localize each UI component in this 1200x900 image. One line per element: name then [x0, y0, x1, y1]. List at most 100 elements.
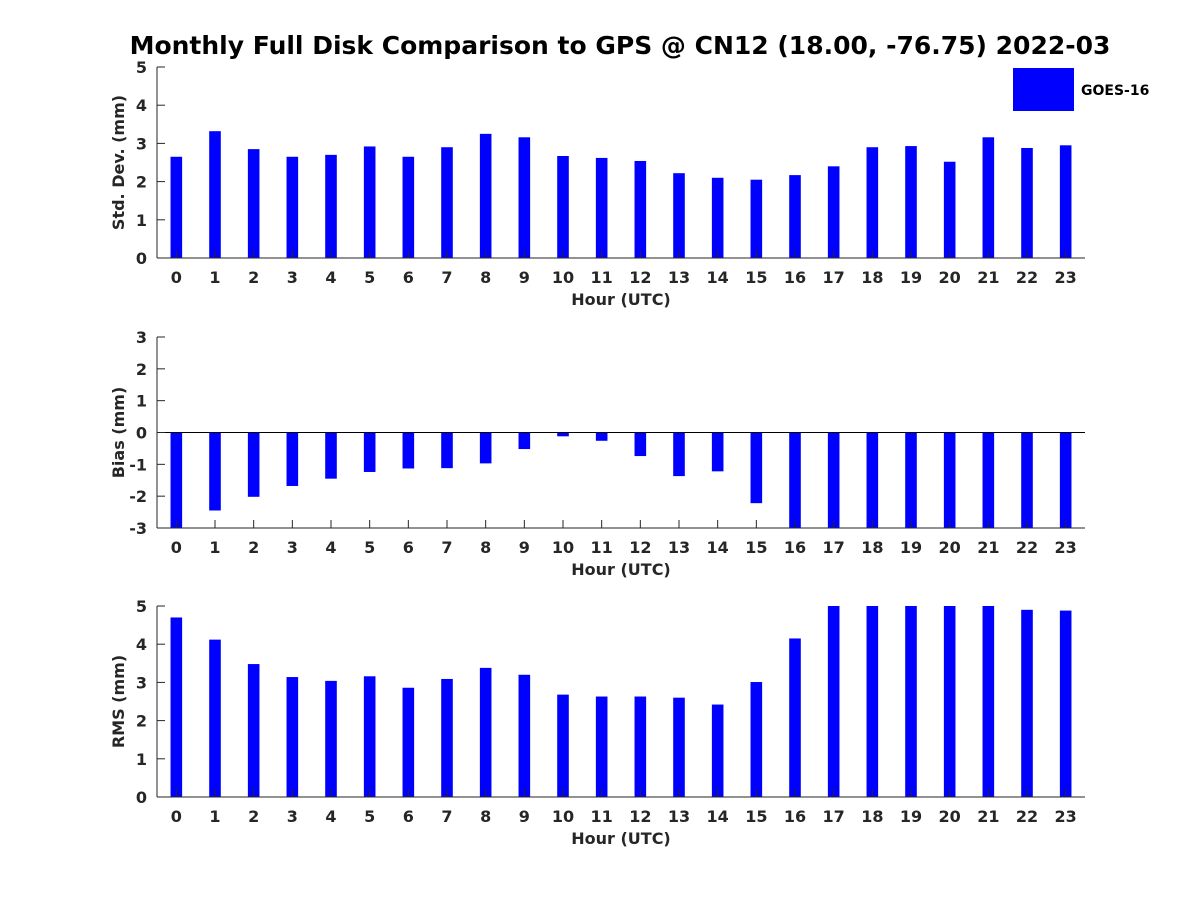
std-dev-bar-hour-22: [1021, 147, 1033, 258]
std-dev-bar-hour-21: [982, 137, 995, 258]
std-dev-bar-hour-5: [363, 146, 376, 258]
std-dev-bar-hour-20: [943, 161, 956, 258]
std-dev-x-tick-label: 19: [900, 268, 922, 287]
rms-bar-hour-5: [363, 676, 376, 797]
rms-x-tick-label: 19: [900, 807, 922, 826]
rms-x-tick-label: 6: [403, 807, 414, 826]
std-dev-bar-hour-7: [441, 147, 453, 258]
rms-y-axis-label: RMS (mm): [109, 655, 128, 748]
bias-x-tick-label: 19: [900, 538, 922, 557]
rms-x-tick-label: 23: [1055, 807, 1077, 826]
rms-x-tick-label: 15: [745, 807, 767, 826]
std-dev-x-tick-label: 10: [552, 268, 574, 287]
rms-x-tick-label: 20: [939, 807, 961, 826]
bias-bar-hour-7: [441, 432, 453, 469]
bias-bar-hour-0: [170, 432, 183, 528]
std-dev-x-tick-label: 20: [939, 268, 961, 287]
rms-bar-hour-13: [673, 697, 685, 797]
rms-x-tick-label: 13: [668, 807, 690, 826]
rms-x-tick-label: 2: [248, 807, 259, 826]
std-dev-y-tick-label: 1: [136, 211, 147, 230]
std-dev-x-tick-label: 5: [364, 268, 375, 287]
bias-bar-hour-19: [905, 432, 917, 528]
rms-x-tick-label: 12: [629, 807, 651, 826]
bias-bar-hour-21: [982, 432, 995, 528]
std-dev-bar-hour-1: [209, 131, 221, 258]
bias-y-tick-label: 1: [136, 392, 147, 411]
bias-x-tick-label: 0: [171, 538, 182, 557]
bias-bar-hour-1: [209, 432, 221, 511]
legend: GOES-16: [1013, 68, 1149, 111]
bias-x-tick-label: 1: [209, 538, 220, 557]
rms-bar-hour-3: [286, 677, 299, 797]
rms-x-tick-label: 18: [861, 807, 883, 826]
std-dev-bar-hour-8: [479, 133, 492, 258]
std-dev-x-tick-label: 14: [707, 268, 729, 287]
std-dev-bar-hour-16: [789, 175, 801, 258]
rms-x-tick-label: 0: [171, 807, 182, 826]
bias-x-tick-label: 6: [403, 538, 414, 557]
bias-bar-hour-10: [557, 432, 569, 437]
rms-y-tick-label: 2: [136, 712, 147, 731]
std-dev-x-tick-label: 18: [861, 268, 883, 287]
rms-bar-hour-4: [325, 680, 337, 797]
bias-x-tick-label: 16: [784, 538, 806, 557]
rms-bar-hour-10: [557, 694, 569, 797]
rms-y-tick-label: 4: [136, 635, 147, 654]
rms-x-tick-label: 14: [707, 807, 729, 826]
std-dev-bar-hour-12: [634, 160, 647, 258]
std-dev-bar-hour-10: [557, 156, 569, 258]
rms-x-tick-label: 16: [784, 807, 806, 826]
bias-bar-hour-8: [479, 432, 492, 464]
bias-y-tick-label: 3: [136, 328, 147, 347]
std-dev-bar-hour-2: [247, 149, 260, 258]
rms-bar-hour-9: [518, 674, 531, 797]
rms-bar-hour-14: [711, 704, 724, 797]
bias-bar-hour-11: [595, 432, 608, 441]
rms-bar-hour-20: [943, 606, 956, 797]
rms-bar-hour-19: [905, 606, 917, 797]
std-dev-bar-hour-23: [1059, 145, 1072, 258]
rms-x-tick-label: 17: [823, 807, 845, 826]
rms-bar-hour-6: [402, 687, 415, 797]
bias-bar-hour-15: [750, 432, 763, 504]
bias-bar-hour-18: [866, 432, 879, 528]
std-dev-y-tick-label: 5: [136, 58, 147, 77]
bias-x-tick-label: 3: [287, 538, 298, 557]
std-dev-bar-hour-11: [595, 157, 608, 258]
std-dev-x-tick-label: 2: [248, 268, 259, 287]
std-dev-bar-hour-14: [711, 177, 724, 258]
bias-bar-hour-5: [363, 432, 376, 472]
rms-bar-hour-22: [1021, 609, 1033, 797]
bias-bar-hour-13: [673, 432, 685, 477]
bias-x-tick-label: 17: [823, 538, 845, 557]
rms-bar-hour-2: [247, 664, 260, 797]
std-dev-x-tick-label: 23: [1055, 268, 1077, 287]
std-dev-x-tick-label: 6: [403, 268, 414, 287]
std-dev-bar-hour-0: [170, 156, 183, 258]
rms-x-tick-label: 21: [977, 807, 999, 826]
std-dev-x-tick-label: 12: [629, 268, 651, 287]
std-dev-x-tick-label: 16: [784, 268, 806, 287]
rms-bar-hour-15: [750, 682, 763, 797]
std-dev-bar-hour-4: [325, 154, 337, 258]
rms-bar-hour-11: [595, 696, 608, 797]
rms-bar-hour-12: [634, 696, 647, 797]
std-dev-x-tick-label: 1: [209, 268, 220, 287]
bias-x-tick-label: 18: [861, 538, 883, 557]
bias-y-tick-label: -1: [129, 455, 147, 474]
bias-bar-hour-23: [1059, 432, 1072, 528]
std-dev-y-tick-label: 4: [136, 96, 147, 115]
rms-y-tick-label: 1: [136, 750, 147, 769]
rms-bar-hour-0: [170, 617, 183, 797]
std-dev-x-tick-label: 13: [668, 268, 690, 287]
bias-bar-hour-4: [325, 432, 337, 479]
std-dev-x-tick-label: 0: [171, 268, 182, 287]
rms-x-tick-label: 10: [552, 807, 574, 826]
bias-y-tick-label: -3: [129, 519, 147, 538]
std-dev-bar-hour-6: [402, 156, 415, 258]
bias-x-tick-label: 2: [248, 538, 259, 557]
bias-y-tick-label: -2: [129, 487, 147, 506]
rms-x-axis-label: Hour (UTC): [571, 829, 671, 848]
